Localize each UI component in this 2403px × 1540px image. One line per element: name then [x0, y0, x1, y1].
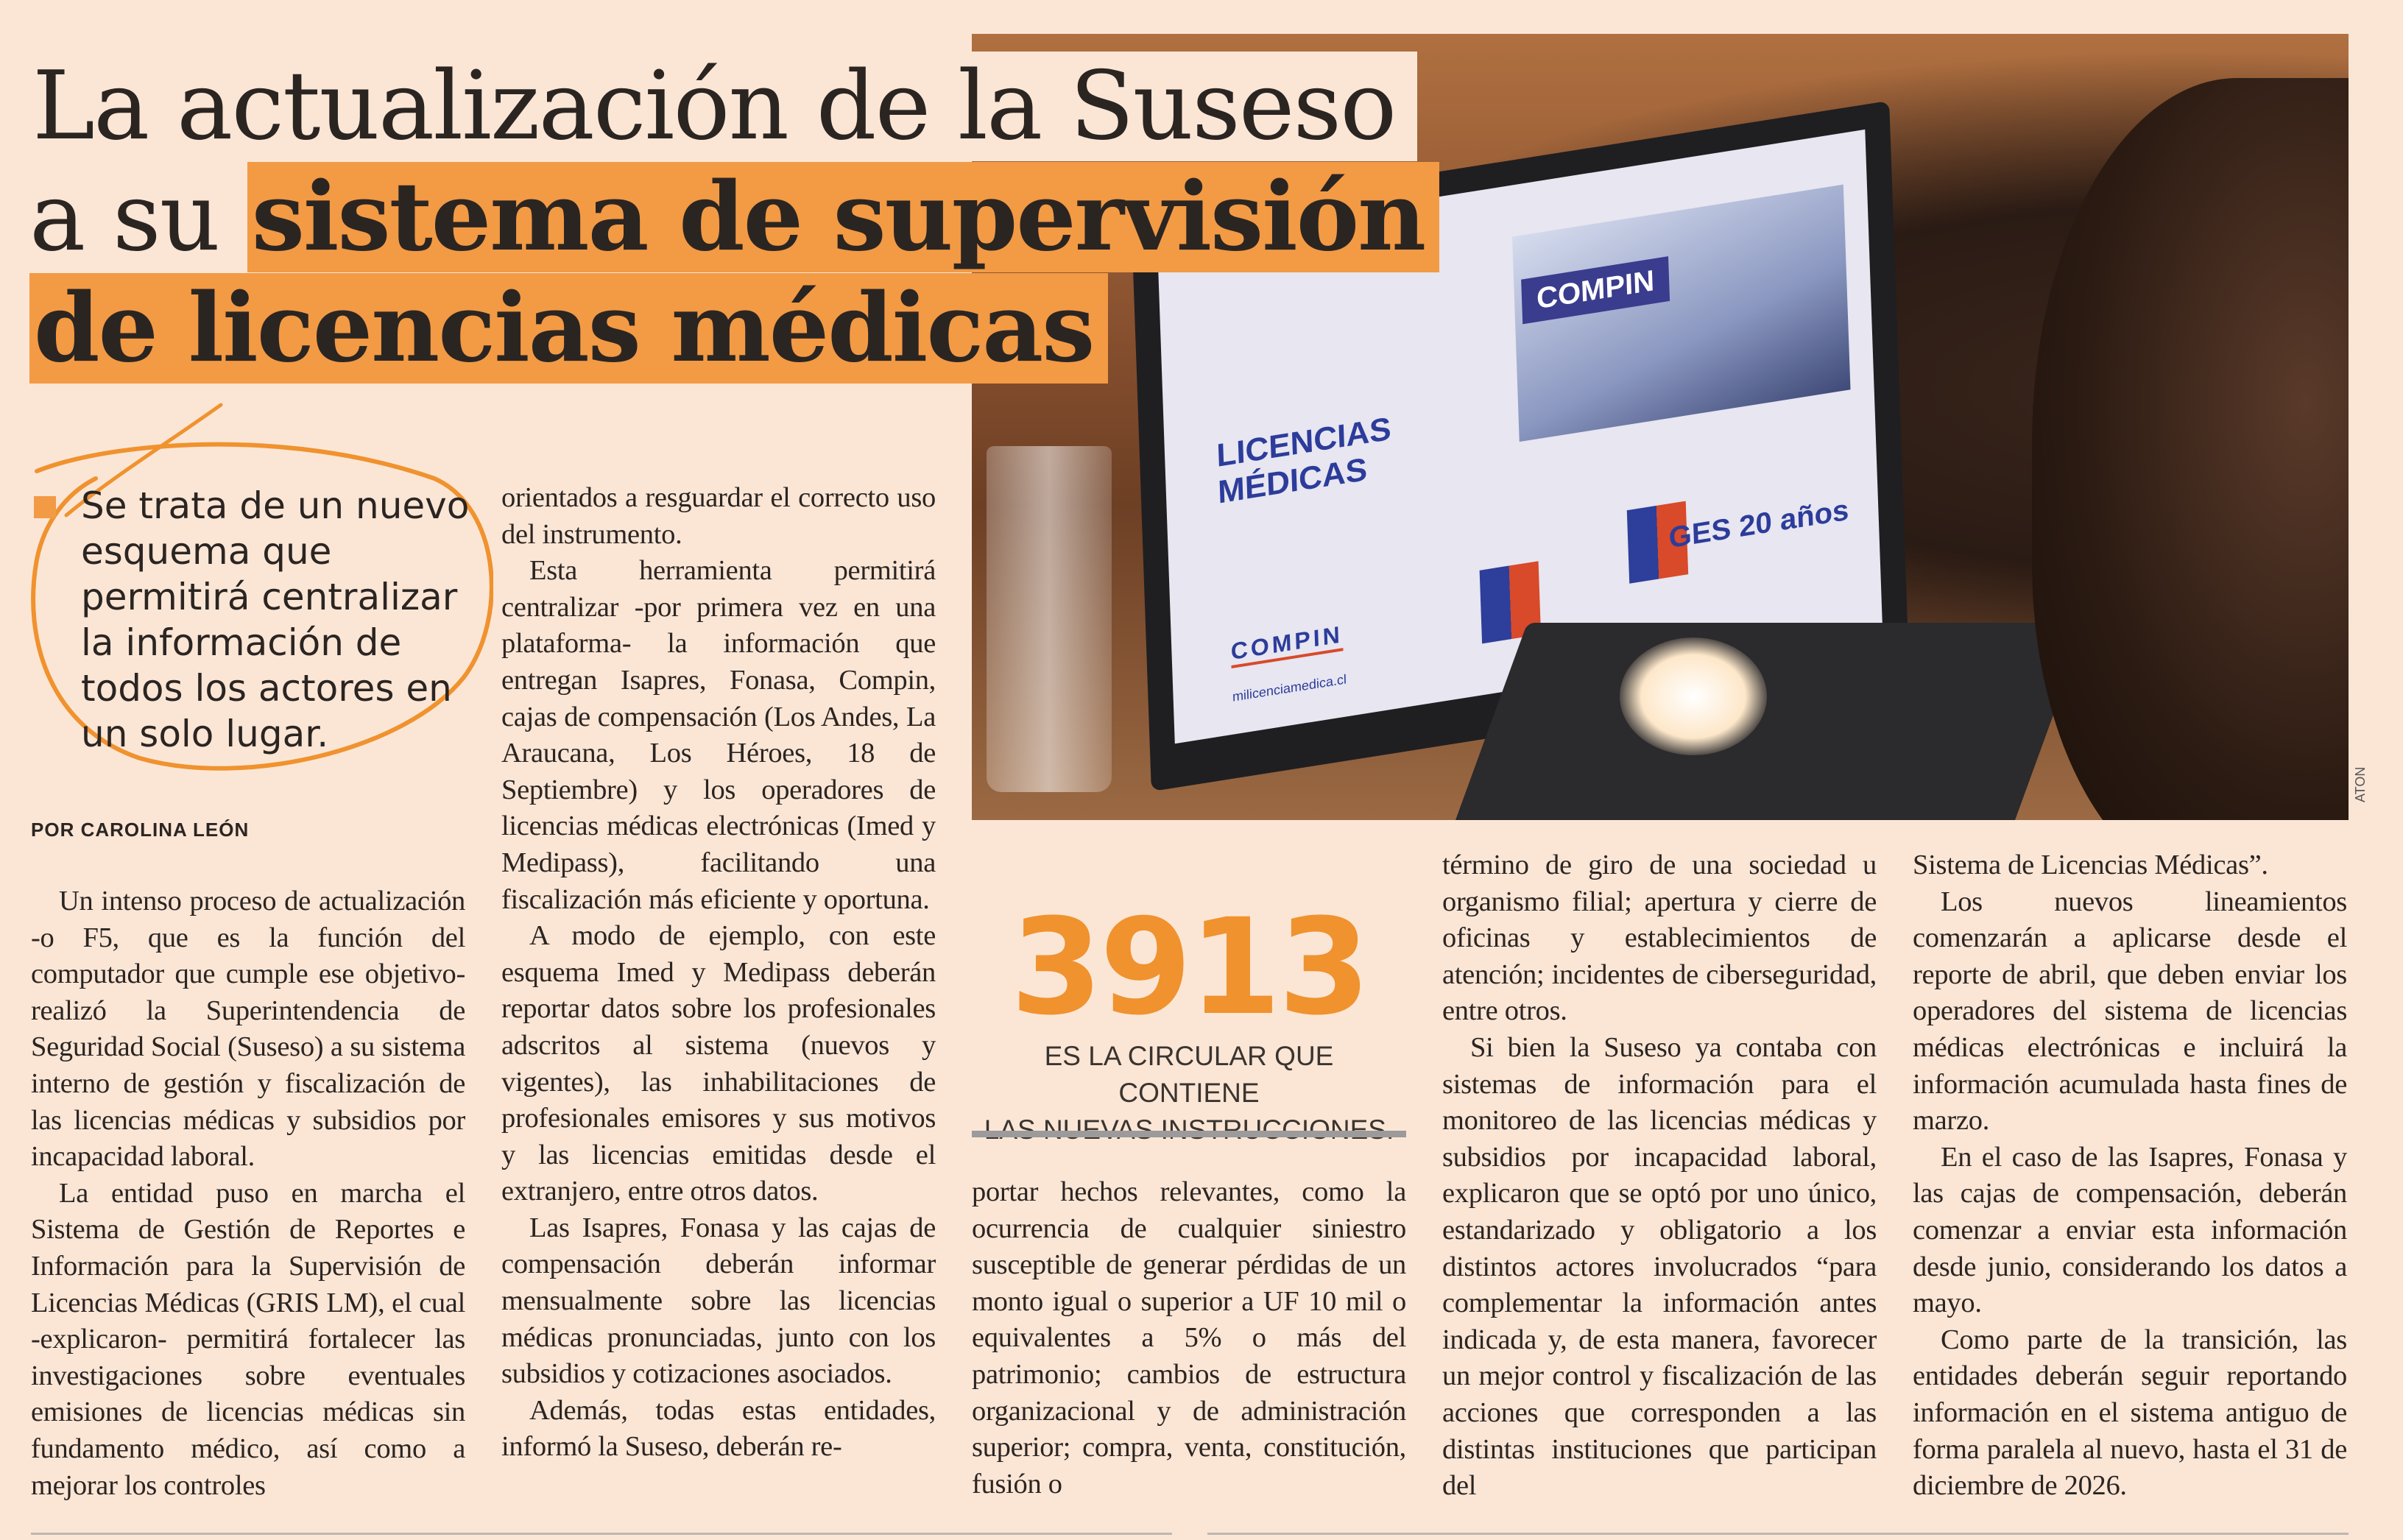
headline: La actualización de la Suseso a su siste… — [29, 52, 1440, 384]
headline-highlight: sistema de supervisión — [247, 162, 1440, 272]
pull-quote: Se trata de un nuevo esquema que permiti… — [34, 483, 476, 757]
footer-divider — [31, 1533, 1172, 1535]
paragraph: orientados a resguardar el correcto uso … — [501, 482, 936, 550]
paragraph: Sistema de Licencias Médicas”. — [1913, 850, 2268, 880]
paragraph: portar hechos relevantes, como la ocurre… — [972, 1176, 1406, 1500]
paragraph: Esta herramienta permitirá centralizar -… — [501, 555, 936, 915]
stat-number: 3913 — [1010, 891, 1371, 1045]
stat-box: 3913 ES LA CIRCULAR QUE CONTIENE LAS NUEV… — [972, 898, 1406, 1148]
water-glass — [987, 446, 1112, 792]
paragraph: Las Isapres, Fonasa y las cajas de compe… — [501, 1212, 936, 1390]
square-bullet-icon — [34, 496, 56, 518]
footer-divider — [1207, 1533, 2349, 1535]
screen-url: milicenciamedica.cl — [1232, 671, 1347, 704]
byline: POR CAROLINA LEÓN — [31, 819, 250, 841]
screen-title: LICENCIAS MÉDICAS — [1215, 410, 1392, 511]
paragraph: Además, todas estas entidades, informó l… — [501, 1394, 936, 1463]
article-column-1: Un intenso proceso de actualización -o F… — [31, 883, 465, 1502]
laptop — [1447, 623, 2087, 820]
paragraph: En el caso de las Isapres, Fonasa y las … — [1913, 1141, 2347, 1319]
article-column-2: orientados a resguardar el correcto uso … — [501, 480, 936, 1503]
stat-divider — [972, 1131, 1406, 1137]
paragraph: Si bien la Suseso ya contaba con sistema… — [1442, 1031, 1877, 1502]
screen-office-photo: COMPIN — [1512, 184, 1851, 442]
photo-credit: ATON — [2353, 766, 2368, 802]
article-column-4: término de giro de una sociedad u organi… — [1442, 847, 1877, 1502]
article-photo: LICENCIAS MÉDICAS COMPIN GES 20 años COMP… — [972, 34, 2349, 820]
paragraph: A modo de ejemplo, con este esquema Imed… — [501, 920, 936, 1207]
article-column-5: Sistema de Licencias Médicas”. Los nuevos… — [1913, 847, 2347, 1502]
headline-line-2: a su sistema de supervisión — [29, 162, 1440, 273]
headline-line-3: de licencias médicas — [29, 273, 1439, 384]
stat-caption: ES LA CIRCULAR QUE CONTIENE LAS NUEVAS IN… — [984, 1041, 1394, 1145]
article-column-3: portar hechos relevantes, como la ocurre… — [972, 1174, 1406, 1502]
paragraph: término de giro de una sociedad u organi… — [1442, 850, 1877, 1027]
light-glare — [1620, 637, 1767, 755]
compin-logo: COMPIN — [1230, 621, 1344, 669]
headline-line-1: La actualización de la Suseso — [29, 52, 1439, 162]
ges-logo: GES 20 años — [1668, 493, 1849, 555]
paragraph: Un intenso proceso de actualización -o F… — [31, 886, 465, 1173]
headline-highlight: de licencias médicas — [29, 273, 1109, 384]
compin-badge: COMPIN — [1521, 256, 1670, 325]
person-silhouette — [2032, 78, 2349, 820]
paragraph: Como parte de la transición, las entidad… — [1913, 1324, 2347, 1502]
paragraph: Los nuevos lineamientos comenzarán a apl… — [1913, 886, 2347, 1137]
paragraph: La entidad puso en marcha el Sistema de … — [31, 1177, 465, 1501]
